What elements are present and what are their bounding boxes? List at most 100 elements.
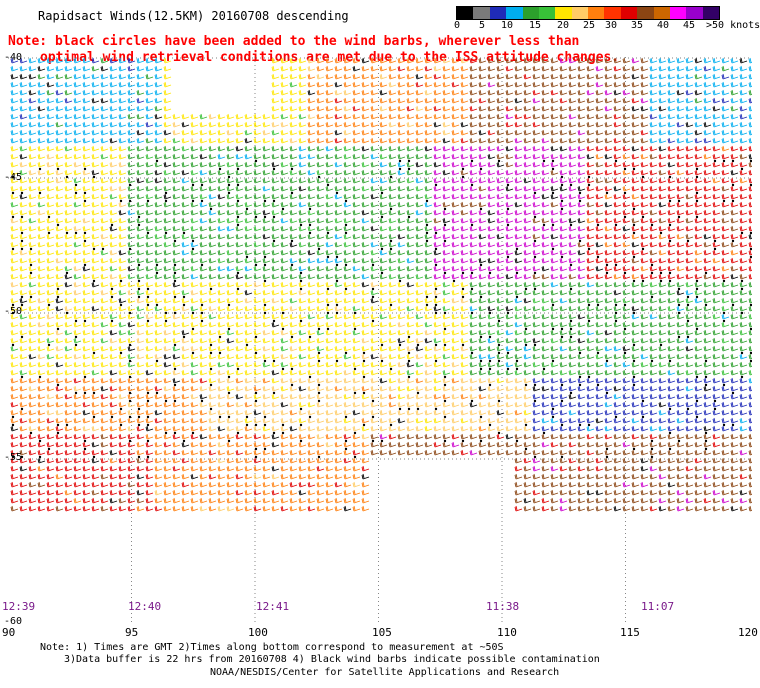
contamination-circle bbox=[641, 247, 645, 251]
wind-barb bbox=[199, 281, 208, 288]
wind-barb bbox=[415, 209, 424, 216]
wind-barb bbox=[271, 65, 280, 72]
wind-barb bbox=[433, 289, 442, 296]
wind-barb bbox=[631, 81, 640, 88]
wind-barb bbox=[127, 57, 136, 64]
wind-barb bbox=[712, 369, 721, 376]
wind-barb bbox=[631, 105, 640, 112]
wind-barb bbox=[379, 417, 388, 424]
wind-barb bbox=[676, 393, 685, 400]
contamination-circle bbox=[263, 303, 267, 307]
wind-barb bbox=[325, 449, 334, 456]
wind-barb bbox=[136, 449, 145, 456]
contamination-circle bbox=[560, 207, 564, 211]
wind-barb bbox=[424, 273, 433, 280]
wind-barb bbox=[739, 473, 748, 480]
wind-barb bbox=[523, 473, 532, 480]
wind-barb bbox=[289, 129, 298, 136]
wind-barb bbox=[100, 481, 109, 488]
wind-barb bbox=[451, 345, 460, 352]
contamination-circle bbox=[488, 335, 492, 339]
wind-barb bbox=[712, 249, 721, 256]
wind-barb bbox=[442, 281, 451, 288]
wind-barb bbox=[370, 257, 379, 264]
wind-barb bbox=[19, 65, 28, 72]
wind-barb bbox=[694, 393, 703, 400]
wind-barb bbox=[136, 201, 145, 208]
wind-barb bbox=[568, 353, 577, 360]
contamination-circle bbox=[641, 215, 645, 219]
contamination-circle bbox=[380, 359, 384, 363]
wind-barb bbox=[262, 185, 271, 192]
wind-barb bbox=[280, 177, 289, 184]
wind-barb bbox=[667, 97, 676, 104]
wind-barb bbox=[352, 89, 361, 96]
contamination-circle bbox=[461, 295, 465, 299]
wind-barb bbox=[109, 137, 118, 144]
wind-barb bbox=[739, 409, 748, 416]
wind-barb bbox=[46, 145, 55, 152]
wind-barb bbox=[577, 361, 586, 368]
wind-barb bbox=[37, 361, 46, 368]
wind-barb bbox=[442, 361, 451, 368]
wind-barb bbox=[10, 457, 19, 464]
wind-barb bbox=[739, 121, 748, 128]
wind-barb bbox=[109, 281, 118, 288]
wind-barb bbox=[478, 137, 487, 144]
wind-barb bbox=[730, 161, 739, 168]
wind-barb bbox=[10, 65, 19, 72]
wind-barb bbox=[379, 113, 388, 120]
contamination-circle bbox=[29, 263, 33, 267]
wind-barb bbox=[145, 345, 154, 352]
wind-barb bbox=[325, 233, 334, 240]
wind-barb bbox=[325, 121, 334, 128]
wind-barb bbox=[46, 457, 55, 464]
contamination-circle bbox=[425, 199, 429, 203]
wind-barb bbox=[343, 401, 352, 408]
wind-barb bbox=[181, 297, 190, 304]
wind-barb bbox=[406, 73, 415, 80]
wind-barb bbox=[505, 241, 514, 248]
wind-barb bbox=[604, 185, 613, 192]
wind-barb bbox=[235, 433, 244, 440]
wind-barb bbox=[433, 249, 442, 256]
wind-barb bbox=[694, 121, 703, 128]
wind-barb bbox=[469, 377, 478, 384]
wind-barb bbox=[37, 449, 46, 456]
wind-barb bbox=[577, 233, 586, 240]
wind-barb bbox=[739, 337, 748, 344]
wind-barb bbox=[748, 233, 752, 240]
wind-barb bbox=[352, 337, 361, 344]
wind-barb bbox=[82, 121, 91, 128]
wind-barb bbox=[190, 417, 199, 424]
wind-barb bbox=[379, 441, 388, 448]
wind-barb bbox=[271, 233, 280, 240]
wind-barb bbox=[154, 321, 163, 328]
wind-barb bbox=[136, 177, 145, 184]
wind-barb bbox=[271, 193, 280, 200]
contamination-circle bbox=[182, 439, 186, 443]
wind-barb bbox=[235, 465, 244, 472]
contamination-circle bbox=[236, 215, 240, 219]
wind-barb bbox=[154, 401, 163, 408]
wind-barb bbox=[46, 113, 55, 120]
wind-barb bbox=[388, 129, 397, 136]
wind-barb bbox=[280, 457, 289, 464]
wind-barb bbox=[676, 73, 685, 80]
wind-barb bbox=[676, 297, 685, 304]
wind-barb bbox=[712, 425, 721, 432]
wind-barb bbox=[658, 185, 667, 192]
wind-barb bbox=[361, 289, 370, 296]
wind-barb bbox=[100, 425, 109, 432]
scale-label-20: 20 bbox=[557, 20, 570, 31]
wind-barb bbox=[370, 441, 379, 448]
wind-barb bbox=[190, 137, 199, 144]
wind-barb bbox=[118, 89, 127, 96]
wind-barb bbox=[217, 273, 226, 280]
wind-barb bbox=[262, 193, 271, 200]
wind-barb bbox=[163, 401, 172, 408]
wind-barb bbox=[730, 417, 739, 424]
wind-barb bbox=[316, 457, 325, 464]
wind-barb bbox=[532, 377, 541, 384]
wind-barb bbox=[55, 361, 64, 368]
